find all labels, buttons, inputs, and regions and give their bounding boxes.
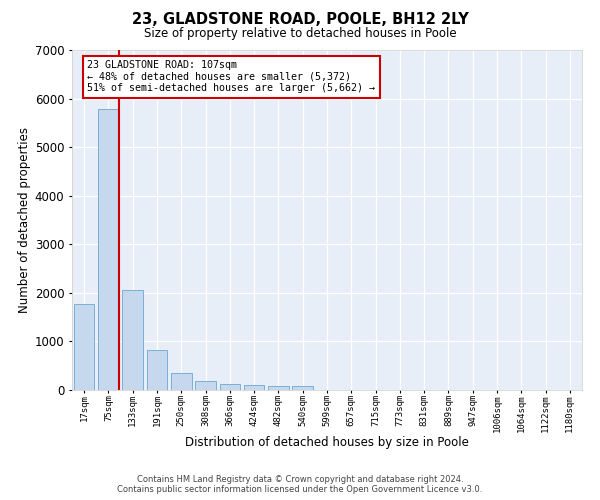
Bar [195, 381, 216, 390]
Bar [292, 386, 313, 390]
Bar [220, 384, 240, 390]
Text: Size of property relative to detached houses in Poole: Size of property relative to detached ho… [143, 28, 457, 40]
Bar [268, 386, 289, 390]
Bar [171, 374, 191, 390]
Bar [98, 110, 119, 390]
Y-axis label: Number of detached properties: Number of detached properties [17, 127, 31, 313]
Bar [244, 384, 265, 390]
Bar [122, 290, 143, 390]
Text: Contains HM Land Registry data © Crown copyright and database right 2024.
Contai: Contains HM Land Registry data © Crown c… [118, 474, 482, 494]
Bar [74, 304, 94, 390]
X-axis label: Distribution of detached houses by size in Poole: Distribution of detached houses by size … [185, 436, 469, 449]
Text: 23 GLADSTONE ROAD: 107sqm
← 48% of detached houses are smaller (5,372)
51% of se: 23 GLADSTONE ROAD: 107sqm ← 48% of detac… [88, 60, 376, 94]
Text: 23, GLADSTONE ROAD, POOLE, BH12 2LY: 23, GLADSTONE ROAD, POOLE, BH12 2LY [131, 12, 469, 28]
Bar [146, 350, 167, 390]
